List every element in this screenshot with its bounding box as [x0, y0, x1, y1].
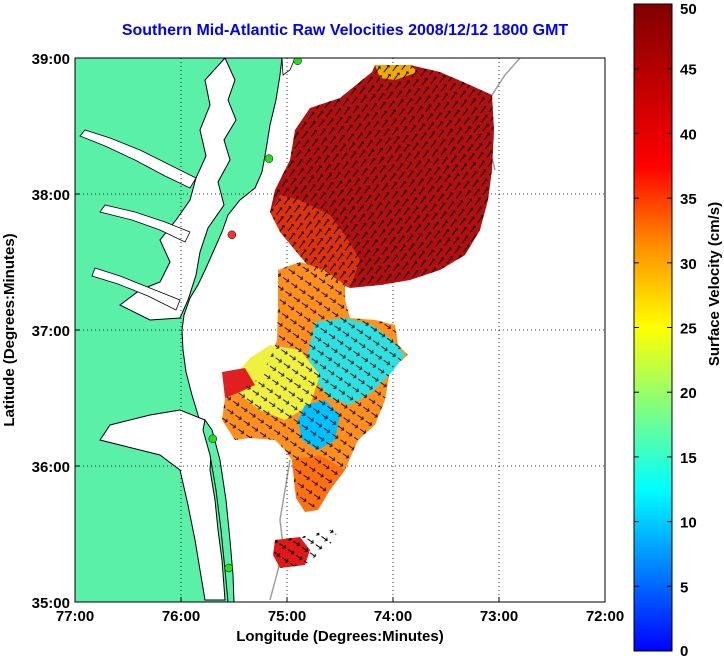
colorbar-tick-label: 15 [680, 450, 697, 467]
y-tick-label: 39:00 [32, 51, 70, 68]
colorbar-tick-label: 50 [680, 1, 697, 18]
y-axis-ticks: 35:00 36:00 37:00 38:00 39:00 [32, 51, 80, 612]
velocity-region-west-red [222, 368, 255, 398]
colorbar-tick-label: 30 [680, 256, 697, 273]
station-marker [227, 230, 237, 240]
x-tick-label: 73:00 [480, 608, 518, 625]
y-tick-label: 38:00 [32, 187, 70, 204]
x-tick-label: 74:00 [374, 608, 412, 625]
potomac-river [79, 129, 197, 189]
station-marker [224, 563, 233, 573]
delaware-bay [281, 58, 296, 76]
station-marker [293, 58, 302, 65]
y-axis-label: Latitude (Degrees:Minutes) [1, 233, 18, 426]
colorbar-tick-label: 10 [680, 515, 697, 532]
colorbar [633, 3, 673, 652]
colorbar-tick-label: 25 [680, 321, 697, 338]
velocity-vectors-south-patch [273, 528, 340, 568]
colorbar-tick-label: 20 [680, 385, 697, 402]
rappahannock-river [99, 204, 191, 243]
y-tick-label: 37:00 [32, 323, 70, 340]
colorbar-tick-label: 35 [680, 191, 697, 208]
y-tick-label: 35:00 [32, 595, 70, 612]
outer-banks [202, 418, 235, 602]
chart-title: Southern Mid-Atlantic Raw Velocities 200… [121, 22, 569, 39]
x-tick-label: 76:00 [162, 608, 200, 625]
york-james-river [91, 267, 181, 311]
x-axis-label: Longitude (Degrees:Minutes) [236, 628, 444, 645]
velocity-vectors-north [270, 65, 494, 288]
y-tick-label: 36:00 [32, 459, 70, 476]
velocity-vectors-south [222, 262, 408, 508]
x-axis-ticks: 77:00 76:00 75:00 74:00 73:00 72:00 [56, 597, 624, 625]
colorbar-tick-label: 45 [680, 62, 697, 79]
bathymetry-contour-south [269, 459, 291, 601]
station-marker [264, 154, 274, 163]
x-tick-label: 75:00 [268, 608, 306, 625]
station-markers [208, 58, 302, 573]
x-tick-label: 72:00 [586, 608, 624, 625]
colorbar-ticks: 0 5 10 15 20 25 30 35 40 45 50 [634, 1, 697, 659]
station-marker [208, 434, 218, 444]
colorbar-label: Surface Velocity (cm/s) [706, 202, 723, 366]
colorbar-tick-label: 40 [680, 126, 697, 143]
chesapeake-bay [119, 58, 237, 321]
colorbar-tick-label: 0 [680, 643, 688, 659]
x-tick-label: 77:00 [56, 608, 94, 625]
colorbar-tick-label: 5 [680, 579, 688, 596]
